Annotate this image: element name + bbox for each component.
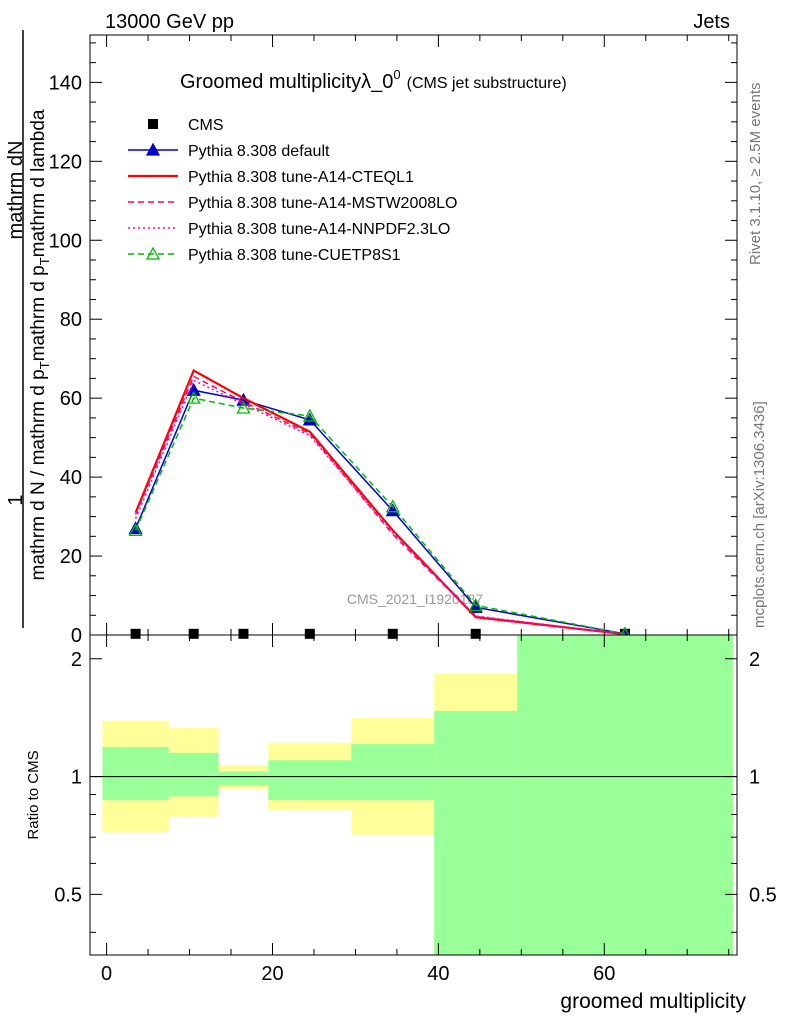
ratio-y-tick-label: 1 bbox=[71, 767, 82, 789]
ratio-y-tick-label: 0.5 bbox=[54, 884, 82, 906]
ratio-panel: 0 20 40 60 0.5 0.5 1 1 2 2 bbox=[54, 634, 777, 985]
data-point bbox=[468, 600, 483, 614]
ratio-inner-band bbox=[268, 760, 352, 801]
analysis-watermark: CMS_2021_I1920187 bbox=[347, 591, 483, 607]
legend-label: CMS bbox=[188, 117, 224, 134]
ratio-y-tick-label-right: 1 bbox=[749, 767, 760, 789]
ratio-y-axis-label: Ratio to CMS bbox=[25, 750, 42, 839]
main-y-tick-label: 80 bbox=[60, 309, 82, 331]
legend-marker bbox=[148, 119, 158, 129]
side-label-mcplots: mcplots.cern.ch [arXiv:1306.3436] bbox=[751, 401, 768, 628]
data-point bbox=[387, 628, 398, 639]
ratio-inner-band bbox=[351, 744, 435, 801]
series-line bbox=[134, 397, 626, 635]
series-1 bbox=[128, 382, 633, 640]
series-2 bbox=[134, 368, 626, 636]
data-point bbox=[302, 408, 317, 422]
ratio-y-tick-label: 2 bbox=[71, 649, 82, 671]
x-axis-label: groomed multiplicity bbox=[560, 990, 746, 1013]
legend-label: Pythia 8.308 tune-A14-MSTW2008LO bbox=[188, 195, 457, 212]
legend-label: Pythia 8.308 tune-A14-NNPDF2.3LO bbox=[188, 221, 450, 238]
x-tick-label: 40 bbox=[427, 963, 449, 985]
data-point bbox=[130, 628, 141, 639]
y-label-line: mathrm d N / mathrm d pTmathrm d pTmathr… bbox=[28, 109, 52, 580]
data-point bbox=[302, 412, 317, 426]
data-point bbox=[385, 503, 400, 517]
main-y-tick-label: 20 bbox=[60, 546, 82, 568]
x-tick-label: 20 bbox=[261, 963, 283, 985]
main-panel: 20 40 60 80 100 120 140 0 Groomed multiplicityλ_… bbox=[49, 34, 738, 647]
data-point bbox=[468, 598, 483, 612]
legend-label: Pythia 8.308 default bbox=[188, 143, 330, 160]
ratio-inner-band bbox=[102, 747, 169, 801]
y-label-numerator: mathrm dN bbox=[5, 141, 27, 240]
ratio-inner-band bbox=[434, 711, 518, 955]
energy-label: 13000 GeV pp bbox=[105, 11, 234, 33]
x-tick-label: 0 bbox=[101, 963, 112, 985]
ratio-inner-band bbox=[517, 635, 733, 955]
chart-title: Groomed multiplicityλ_00(CMS jet substru… bbox=[180, 67, 567, 93]
category-label: Jets bbox=[693, 11, 730, 33]
legend-label: Pythia 8.308 tune-CUETP8S1 bbox=[188, 247, 401, 264]
data-point bbox=[304, 628, 315, 639]
data-point bbox=[470, 628, 481, 639]
data-point bbox=[188, 628, 199, 639]
data-point bbox=[186, 390, 201, 404]
ratio-y-tick-label-right: 2 bbox=[749, 649, 760, 671]
data-point bbox=[385, 499, 400, 513]
ratio-frame bbox=[89, 634, 738, 956]
main-y-tick-label: 100 bbox=[49, 230, 82, 252]
data-point bbox=[238, 628, 249, 639]
main-y-tick-label: 140 bbox=[49, 72, 82, 94]
main-y-tick-label: 120 bbox=[49, 151, 82, 173]
ratio-inner-band bbox=[168, 752, 219, 797]
main-y-axis-label: 1 mathrm d N / mathrm d pTmathrm d pTmat… bbox=[5, 30, 52, 628]
x-tick-label: 60 bbox=[593, 963, 615, 985]
ratio-y-tick-label-right: 0.5 bbox=[749, 884, 777, 906]
legend-label: Pythia 8.308 tune-A14-CTEQL1 bbox=[188, 169, 414, 186]
data-point bbox=[186, 382, 201, 396]
legend-marker bbox=[145, 142, 161, 156]
series-line bbox=[134, 368, 626, 636]
series-5 bbox=[128, 390, 633, 640]
ratio-inner-band bbox=[218, 771, 269, 786]
side-label-rivet: Rivet 3.1.10, ≥ 2.5M events bbox=[747, 83, 764, 266]
data-point bbox=[236, 400, 251, 414]
legend: CMS Pythia 8.308 default Pythia 8.308 tune… bbox=[128, 117, 457, 264]
main-y-tick-label: 40 bbox=[60, 467, 82, 489]
legend-marker bbox=[145, 246, 161, 260]
main-y-tick-label-zero: 0 bbox=[71, 625, 82, 647]
y-label-one: 1 bbox=[5, 494, 27, 505]
main-y-tick-label: 60 bbox=[60, 388, 82, 410]
data-point bbox=[128, 523, 143, 537]
